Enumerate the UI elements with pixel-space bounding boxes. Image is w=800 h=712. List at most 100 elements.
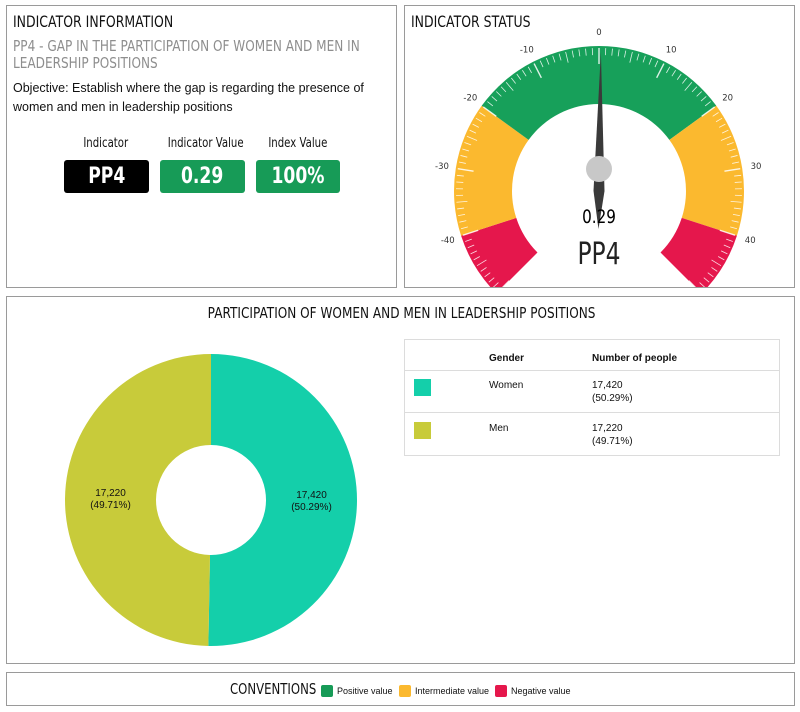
- indicator-value-box: 0.29: [160, 160, 245, 193]
- gauge-tick: [476, 259, 487, 267]
- gauge-tick: [457, 167, 474, 172]
- gauge-tick: [701, 106, 716, 117]
- convention-positive: Positive value: [321, 685, 393, 697]
- convention-label-positive: Positive value: [337, 686, 393, 696]
- gauge-tick-label: 30: [751, 162, 762, 172]
- conventions-panel: CONVENTIONS Positive value Intermediate …: [6, 672, 795, 706]
- participation-table: Gender Number of people Women 17,420 (50…: [404, 339, 780, 456]
- gauge-tick: [704, 101, 711, 107]
- gauge-tick: [691, 86, 698, 93]
- gauge-tick: [585, 48, 587, 56]
- gauge-tick: [460, 226, 468, 230]
- gauge-tick: [730, 226, 738, 230]
- gauge-tick: [721, 129, 729, 134]
- gauge-tick: [720, 135, 732, 141]
- gauge-tick: [712, 112, 719, 117]
- table-cell-women: Women: [489, 380, 524, 391]
- gauge-tick: [496, 91, 502, 97]
- gauge-tick: [732, 213, 740, 216]
- gauge-tick: [654, 60, 659, 68]
- donut-percent-label: (50.29%): [291, 502, 332, 513]
- gauge-tick: [717, 256, 725, 261]
- gauge-tick: [488, 277, 495, 283]
- gauge-tick-label: -40: [441, 236, 455, 246]
- gauge-tick: [676, 73, 682, 80]
- table-cell-men-count: 17,220: [592, 423, 623, 434]
- gauge-tick: [475, 117, 483, 123]
- gauge-tick: [715, 117, 723, 123]
- gauge-tick: [459, 220, 467, 223]
- gauge-tick: [617, 49, 620, 57]
- donut-value-label: 17,420: [296, 490, 327, 501]
- gauge-code-text: PP4: [577, 237, 620, 272]
- gauge-tick: [558, 53, 562, 61]
- gauge-tick: [511, 77, 516, 84]
- convention-label-negative: Negative value: [511, 686, 571, 696]
- index-value-box: 100%: [256, 160, 340, 193]
- gauge-tick: [522, 70, 527, 77]
- gauge-tick-label: 0: [596, 28, 601, 38]
- table-cell-women-percent: (50.29%): [592, 393, 633, 404]
- gauge-tick-label: 20: [722, 94, 733, 104]
- gauge-tick-label: -30: [435, 162, 449, 172]
- gauge-tick: [457, 207, 465, 210]
- table-cell-women-count: 17,420: [592, 380, 623, 391]
- indicator-information-heading: INDICATOR INFORMATION: [13, 12, 174, 31]
- gauge-tick: [699, 282, 706, 287]
- indicator-status-heading: INDICATOR STATUS: [411, 12, 531, 31]
- gauge-tick: [533, 63, 542, 79]
- gauge-tick: [492, 282, 499, 287]
- gauge-tick: [545, 57, 550, 65]
- donut-slice-men: [65, 354, 211, 646]
- convention-label-intermediate: Intermediate value: [415, 686, 490, 696]
- gauge-tick: [719, 123, 726, 128]
- gauge-tick-label: -10: [520, 45, 534, 55]
- gauge-tick: [642, 55, 646, 63]
- gauge-tick: [516, 73, 522, 80]
- gauge-tick: [571, 50, 574, 58]
- gauge-tick: [480, 267, 487, 272]
- convention-intermediate: Intermediate value: [399, 685, 489, 697]
- convention-negative: Negative value: [495, 685, 571, 697]
- gauge-tick: [470, 250, 478, 255]
- gauge-tick: [460, 155, 468, 158]
- gauge-tick: [703, 277, 710, 283]
- gauge-tick: [629, 51, 633, 63]
- convention-swatch-negative: [495, 685, 507, 697]
- gauge-tick: [462, 229, 479, 236]
- gauge-tick: [464, 142, 472, 146]
- convention-swatch-intermediate: [399, 685, 411, 697]
- gauge-tick: [505, 82, 514, 91]
- gauge-tick: [500, 86, 507, 93]
- gauge-tick-label: 40: [745, 236, 756, 246]
- gauge-tick: [484, 272, 491, 278]
- table-cell-men-percent: (49.71%): [592, 436, 633, 447]
- gauge-tick: [636, 53, 640, 61]
- gauge-tick: [469, 129, 477, 134]
- indicator-information-panel: INDICATOR INFORMATION PP4 - GAP IN THE P…: [6, 5, 397, 288]
- participation-donut-chart: 17,420(50.29%) 17,220(49.71%): [65, 354, 357, 646]
- gauge-tick: [711, 259, 722, 267]
- gauge-tick: [539, 60, 544, 68]
- gauge-tick: [527, 66, 532, 74]
- status-gauge: -50-40-30-20-1001020304050 0.29 PP4: [435, 28, 762, 287]
- gauge-tick: [726, 142, 734, 146]
- gauge-tick: [458, 161, 466, 164]
- metric-label-indicator-value: Indicator Value: [167, 136, 244, 151]
- metric-label-indicator: Indicator: [83, 136, 129, 151]
- gauge-tick: [611, 48, 613, 56]
- gauge-tick: [734, 174, 742, 177]
- gauge-tick: [724, 167, 741, 172]
- gauge-tick: [473, 256, 481, 261]
- gauge-tick: [648, 57, 653, 65]
- gauge-tick: [552, 55, 556, 63]
- table-header-count: Number of people: [592, 353, 678, 364]
- conventions-title: CONVENTIONS: [230, 680, 317, 698]
- gauge-tick: [684, 82, 693, 91]
- table-cell-men: Men: [489, 423, 509, 434]
- participation-panel: PARTICIPATION OF WOMEN AND MEN IN LEADER…: [6, 296, 795, 664]
- legend-swatch-women: [414, 379, 431, 396]
- gauge-tick: [728, 148, 736, 152]
- gauge-tick: [466, 135, 478, 141]
- donut-percent-label: (49.71%): [90, 500, 131, 511]
